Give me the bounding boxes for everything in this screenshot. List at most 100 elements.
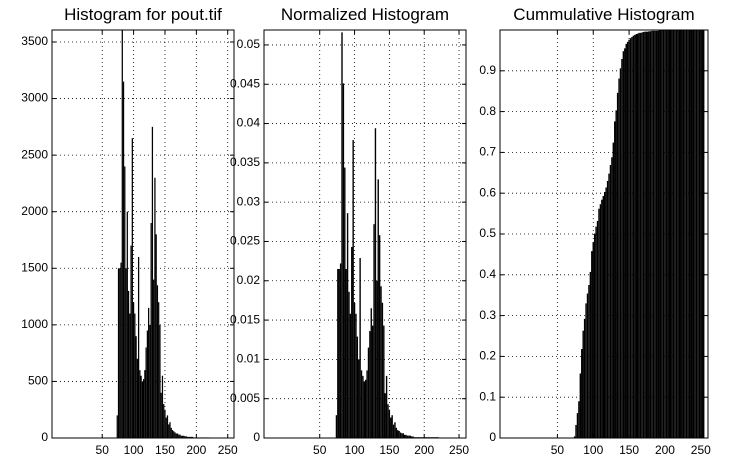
bar [622,51,625,438]
bar [578,401,580,438]
bar [125,268,127,438]
y-tick-label: 0.045 [230,76,260,90]
bar [687,30,689,438]
bar [356,336,359,438]
bar [391,415,393,438]
bar [655,30,658,438]
bar [171,430,174,438]
bar [349,313,352,438]
y-tick-label: 1000 [21,317,48,331]
bar [591,251,593,438]
bar [179,434,181,438]
y-tick-label: 0.1 [479,389,496,403]
bar [131,138,133,438]
bar [583,318,586,438]
bar [664,30,666,439]
bar [674,30,676,439]
bar [358,359,360,438]
bar [143,379,145,438]
bar [667,30,669,439]
bar [126,211,128,438]
bar [121,30,123,438]
y-tick-label: 1500 [21,260,48,274]
bar [188,436,190,438]
x-tick-label: 200 [414,443,434,457]
bar [605,187,607,438]
bar [700,30,702,438]
bar [135,336,137,438]
bar [645,31,648,439]
bar [161,375,164,438]
bar [595,226,597,438]
bar [639,32,642,439]
bar [186,436,189,438]
bar [140,375,142,438]
y-tick-label: 0.5 [479,226,496,240]
bar [412,436,414,438]
bar [668,30,670,439]
bar [163,404,165,438]
bar [602,196,604,438]
bar [593,233,596,438]
x-tick-label: 250 [449,443,469,457]
bar [702,30,705,438]
bar [122,81,125,439]
bar [694,30,696,438]
y-tick-label: 0 [253,430,260,444]
bar [339,263,342,438]
bar [388,409,391,438]
bar [117,268,120,438]
bar [678,30,681,438]
bar [573,436,576,438]
bar [681,30,683,438]
bar [352,140,354,438]
bar [586,293,589,438]
bar [344,167,346,438]
bar [406,435,409,438]
bar [680,30,682,438]
bar [598,208,600,438]
bar [638,32,640,439]
bar [149,324,151,438]
bar [675,30,678,439]
chart-title: Histogram for pout.tif [64,5,222,24]
bar [170,427,172,438]
bar [651,30,653,438]
bar [691,30,693,438]
y-tick-label: 3500 [21,34,48,48]
bar [576,413,579,438]
bar [397,430,399,438]
bar [381,302,384,438]
chart-title: Normalized Histogram [281,5,449,24]
bar [335,415,338,438]
y-tick-label: 0 [489,430,496,444]
bar [685,30,688,438]
bar [168,424,170,438]
bar [153,279,155,438]
bar [141,381,143,438]
bar [692,30,695,438]
y-tick-label: 0.9 [479,63,496,77]
y-tick-label: 0.01 [237,352,261,366]
bar [359,257,361,438]
bar [139,370,141,438]
bar [684,30,686,438]
bar [176,433,179,438]
bar [408,435,410,438]
bar [175,433,177,438]
bar [174,432,176,438]
bar [338,268,340,438]
bar [156,285,159,438]
bar [376,280,378,438]
bar [588,285,590,438]
bar [619,68,622,439]
bar [185,436,187,438]
bar [169,422,171,438]
axes-box [499,29,709,439]
bar [636,33,639,439]
bar [145,347,147,438]
bar [346,213,349,438]
bar [366,370,368,438]
bar [611,157,613,438]
